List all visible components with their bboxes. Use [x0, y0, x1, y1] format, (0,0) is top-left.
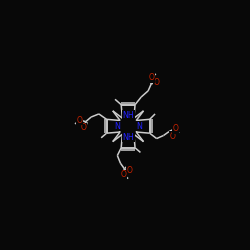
Text: NH: NH: [122, 132, 134, 141]
Text: O: O: [148, 73, 154, 82]
Text: O: O: [77, 116, 82, 124]
Text: N: N: [136, 122, 142, 131]
Text: O: O: [127, 166, 132, 175]
Text: N: N: [114, 122, 120, 131]
Text: O: O: [172, 124, 178, 133]
Text: O: O: [120, 170, 126, 179]
Text: O: O: [154, 78, 160, 87]
Text: O: O: [80, 123, 86, 132]
Text: NH: NH: [122, 111, 134, 120]
Text: O: O: [170, 132, 176, 141]
